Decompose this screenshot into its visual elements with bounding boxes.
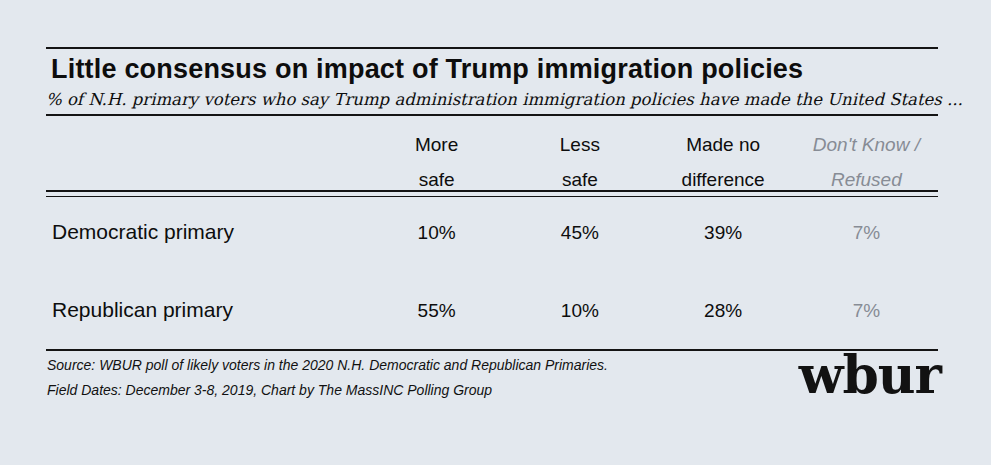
table-row-democratic-primary: Democratic primary 10% 45% 39% 7% <box>46 220 938 244</box>
cell-democratic-less-safe: 45% <box>508 222 651 244</box>
cell-democratic-more-safe: 10% <box>365 222 508 244</box>
cell-republican-more-safe: 55% <box>365 300 508 322</box>
field-dates-note: Field Dates: December 3-8, 2019, Chart b… <box>47 382 492 398</box>
row-label: Republican primary <box>46 298 365 322</box>
page-title: Little consensus on impact of Trump immi… <box>51 54 803 85</box>
column-header-dont-know-refused: Don't Know / Refused <box>795 127 938 197</box>
chart-subtitle: % of N.H. primary voters who say Trump a… <box>46 90 963 109</box>
cell-democratic-dont-know: 7% <box>795 222 938 244</box>
wbur-logo: wbur <box>799 348 941 403</box>
table-header-row: More safe Less safe Made no difference D… <box>46 127 938 197</box>
cell-democratic-no-difference: 39% <box>652 222 795 244</box>
subtitle-rule <box>46 114 938 116</box>
column-header-less-safe: Less safe <box>508 127 651 197</box>
chart-canvas: Little consensus on impact of Trump immi… <box>0 0 991 465</box>
table-row-republican-primary: Republican primary 55% 10% 28% 7% <box>46 298 938 322</box>
cell-republican-no-difference: 28% <box>652 300 795 322</box>
cell-republican-dont-know: 7% <box>795 300 938 322</box>
header-double-rule <box>46 190 938 197</box>
row-label: Democratic primary <box>46 220 365 244</box>
top-rule <box>46 47 938 49</box>
source-note: Source: WBUR poll of likely voters in th… <box>47 357 608 373</box>
column-header-made-no-difference: Made no difference <box>652 127 795 197</box>
column-header-more-safe: More safe <box>365 127 508 197</box>
cell-republican-less-safe: 10% <box>508 300 651 322</box>
row-label-spacer <box>46 127 365 197</box>
